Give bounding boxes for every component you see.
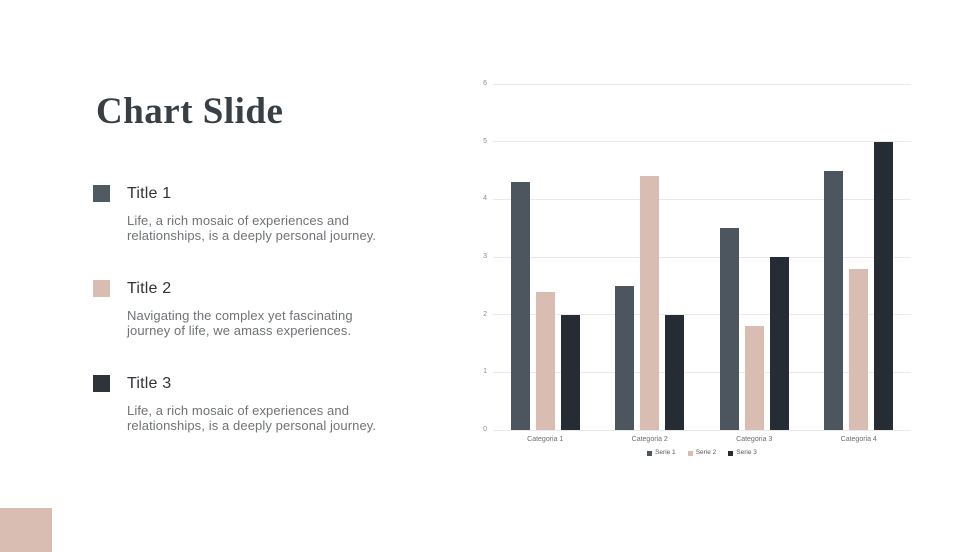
title2-color-swatch [93, 280, 110, 297]
gridline [493, 83, 911, 85]
chart-legend: Serie 1 Serie 2 Serie 3 [493, 449, 911, 457]
bar-serie-3-cat3 [769, 257, 789, 430]
y-axis-tick-label: 4 [483, 195, 487, 203]
y-axis-tick-label: 3 [483, 253, 487, 260]
gridline [493, 371, 911, 373]
item-title: Title 1 [127, 185, 172, 202]
legend-item: Serie 1 [647, 449, 676, 457]
bar-serie-1-cat3 [719, 228, 739, 430]
corner-accent-shape [0, 508, 52, 552]
item-title: Title 3 [127, 375, 172, 392]
bar-serie-2-cat2 [640, 176, 660, 430]
y-axis-tick-label: 0 [483, 426, 487, 433]
item-description: Life, a rich mosaic of experiences and r… [127, 213, 377, 243]
y-axis-tick-label: 1 [483, 368, 487, 376]
legend-swatch [728, 450, 734, 456]
item-description: Navigating the complex yet fascinating j… [127, 308, 353, 338]
gridline [493, 198, 911, 200]
list-item-title2: Title 2 Navigating the complex yet fasci… [93, 280, 393, 338]
legend-item: Serie 3 [728, 449, 757, 457]
item-title: Title 2 [127, 280, 172, 297]
bar-serie-1-cat2 [615, 285, 635, 430]
item-description: Life, a rich mosaic of experiences and r… [127, 403, 377, 433]
legend-item: Serie 2 [687, 449, 717, 457]
list-item-body: Title 1 Life, a rich mosaic of experienc… [127, 185, 393, 243]
title1-color-swatch [93, 185, 110, 202]
gridline [493, 256, 911, 258]
bar-serie-3-cat1 [560, 314, 580, 430]
y-axis-tick-label: 6 [483, 80, 487, 87]
legend-label: Serie 3 [736, 449, 757, 456]
bar-serie-1-cat1 [510, 182, 530, 430]
y-axis-tick-label: 5 [483, 137, 487, 145]
list-item-body: Title 3 Life, a rich mosaic of experienc… [127, 375, 393, 433]
bar-serie-2-cat1 [535, 291, 555, 430]
x-axis-category-label: Categoria 3 [736, 436, 773, 443]
y-axis-tick-label: 2 [483, 310, 487, 318]
bar-serie-3-cat2 [665, 314, 685, 430]
slide-title: Chart Slide [96, 91, 284, 132]
x-axis-category-label: Categoria 2 [631, 436, 668, 443]
gridline [493, 429, 911, 431]
legend-swatch [687, 450, 693, 456]
bar-serie-2-cat4 [849, 268, 869, 430]
legend-label: Serie 2 [695, 449, 717, 456]
title3-color-swatch [93, 375, 110, 392]
gridline [493, 314, 911, 316]
bar-serie-3-cat4 [874, 141, 894, 430]
list-item-body: Title 2 Navigating the complex yet fasci… [127, 280, 393, 338]
x-axis-category-label: Categoria 4 [840, 436, 877, 443]
list-item-title3: Title 3 Life, a rich mosaic of experienc… [93, 375, 393, 433]
list-item-title1: Title 1 Life, a rich mosaic of experienc… [93, 185, 393, 243]
bar-serie-2-cat3 [744, 326, 764, 430]
bar-serie-1-cat4 [824, 170, 844, 430]
x-axis-category-label: Categoria 1 [527, 436, 564, 443]
legend-swatch [647, 450, 653, 456]
gridline [493, 141, 911, 143]
legend-label: Serie 1 [655, 449, 676, 456]
